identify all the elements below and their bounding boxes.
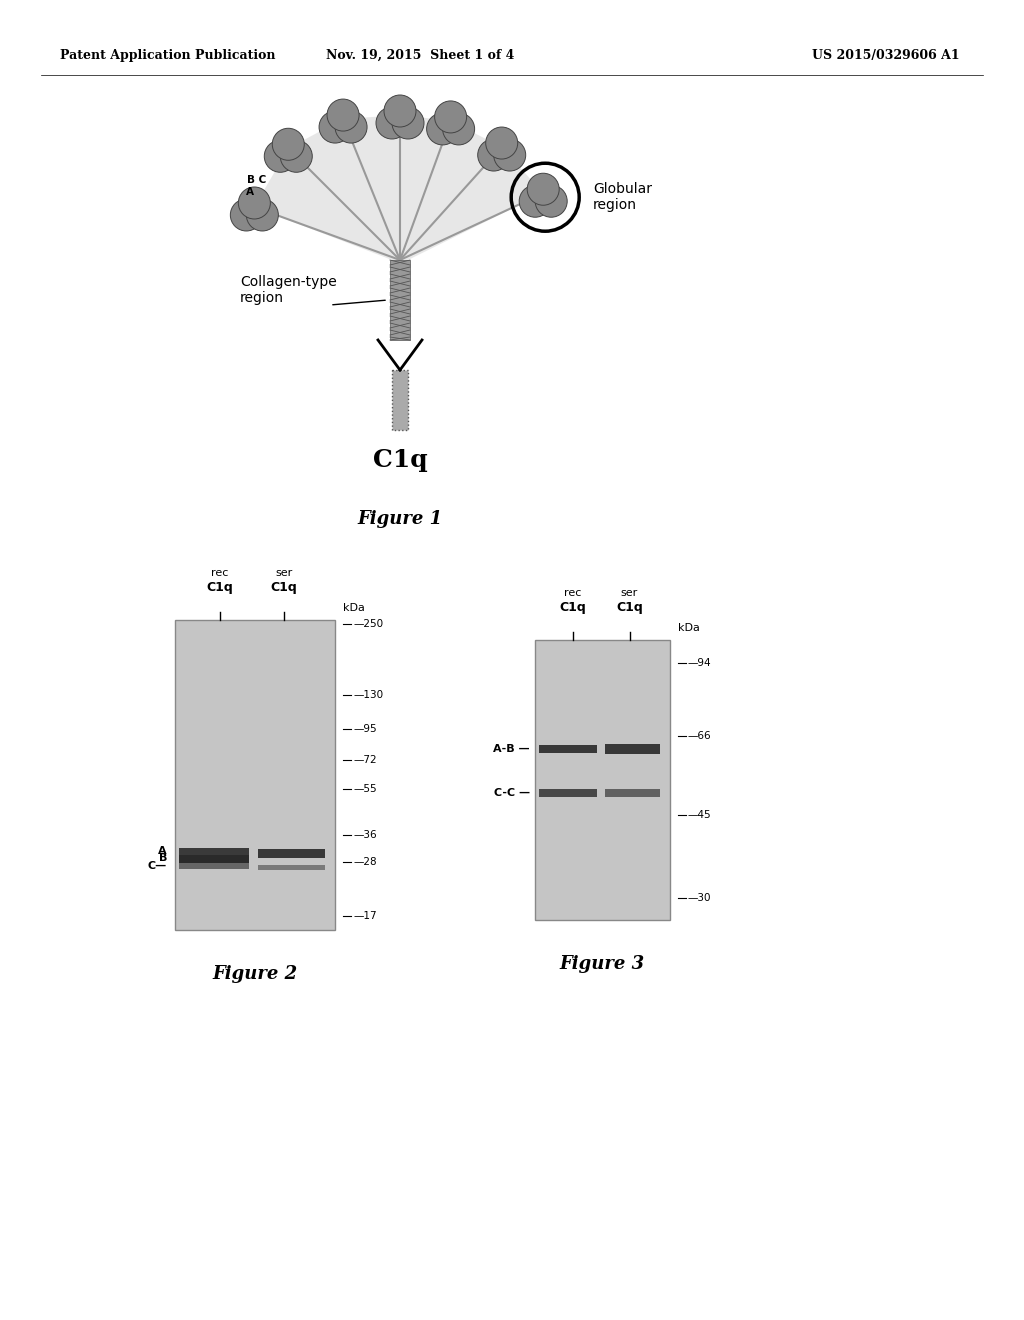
Text: B: B <box>159 853 167 863</box>
Circle shape <box>281 140 312 173</box>
Circle shape <box>264 140 296 173</box>
Text: Figure 1: Figure 1 <box>357 510 442 528</box>
Circle shape <box>384 95 416 127</box>
Text: C1q: C1q <box>207 581 233 594</box>
Text: rec: rec <box>211 568 228 578</box>
Circle shape <box>434 100 467 133</box>
Text: C1q: C1q <box>559 601 586 614</box>
Text: —55: —55 <box>353 784 377 793</box>
Text: B C: B C <box>247 176 266 185</box>
Text: A: A <box>159 846 167 857</box>
Text: —30: —30 <box>688 894 712 903</box>
Circle shape <box>230 199 262 231</box>
Text: C1q: C1q <box>373 447 427 473</box>
Circle shape <box>335 111 367 143</box>
Bar <box>605 743 660 754</box>
Circle shape <box>247 199 279 231</box>
Text: —250: —250 <box>353 619 383 630</box>
Bar <box>179 863 250 869</box>
Text: C-C —: C-C — <box>494 788 530 799</box>
Bar <box>179 849 250 855</box>
Circle shape <box>536 185 567 218</box>
Text: US 2015/0329606 A1: US 2015/0329606 A1 <box>812 49 961 62</box>
Text: —66: —66 <box>688 731 712 741</box>
Text: —94: —94 <box>688 657 712 668</box>
Bar <box>539 744 597 752</box>
Circle shape <box>427 114 459 145</box>
Text: —45: —45 <box>688 809 712 820</box>
Circle shape <box>376 107 408 139</box>
Circle shape <box>272 128 304 160</box>
Text: Collagen-type
region: Collagen-type region <box>240 275 337 305</box>
Circle shape <box>442 114 474 145</box>
Text: kDa: kDa <box>678 623 699 634</box>
Circle shape <box>392 107 424 139</box>
Text: —28: —28 <box>353 857 377 867</box>
Circle shape <box>494 139 525 172</box>
Text: Globular
region: Globular region <box>593 182 652 213</box>
Text: C1q: C1q <box>270 581 297 594</box>
Text: rec: rec <box>564 587 582 598</box>
Text: C1q: C1q <box>616 601 643 614</box>
Circle shape <box>478 139 510 172</box>
Bar <box>179 855 250 863</box>
Text: Figure 2: Figure 2 <box>212 965 298 983</box>
Text: Nov. 19, 2015  Sheet 1 of 4: Nov. 19, 2015 Sheet 1 of 4 <box>326 49 514 62</box>
Bar <box>258 865 325 870</box>
FancyBboxPatch shape <box>392 370 408 430</box>
Text: Patent Application Publication: Patent Application Publication <box>60 49 275 62</box>
Circle shape <box>239 187 270 219</box>
Text: kDa: kDa <box>343 603 365 612</box>
Circle shape <box>527 173 559 205</box>
Text: ser: ser <box>621 587 638 598</box>
Bar <box>535 640 670 920</box>
Circle shape <box>327 99 359 131</box>
Circle shape <box>485 127 518 158</box>
Circle shape <box>519 185 551 218</box>
Circle shape <box>319 111 351 143</box>
Bar <box>258 849 325 858</box>
Text: —36: —36 <box>353 830 377 840</box>
Text: —130: —130 <box>353 690 383 701</box>
Text: A: A <box>247 187 254 197</box>
Text: —17: —17 <box>353 911 377 921</box>
Text: ser: ser <box>275 568 293 578</box>
Bar <box>539 789 597 797</box>
Text: —72: —72 <box>353 755 377 764</box>
Text: C—: C— <box>147 861 167 871</box>
Text: —95: —95 <box>353 725 377 734</box>
Bar <box>175 620 335 931</box>
Bar <box>605 789 660 797</box>
Polygon shape <box>254 115 543 260</box>
Text: A-B —: A-B — <box>494 743 530 754</box>
Text: Figure 3: Figure 3 <box>559 954 644 973</box>
Bar <box>390 260 410 341</box>
